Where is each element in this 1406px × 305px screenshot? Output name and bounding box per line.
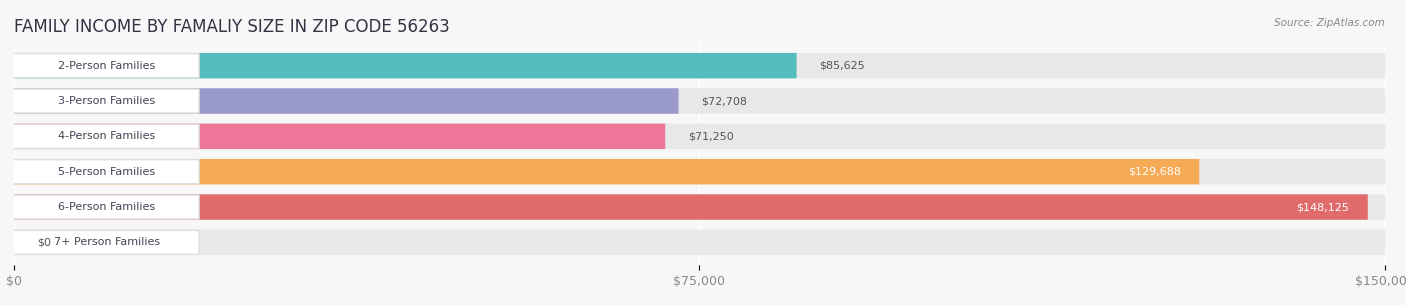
- Text: Source: ZipAtlas.com: Source: ZipAtlas.com: [1274, 18, 1385, 28]
- FancyBboxPatch shape: [14, 159, 1199, 185]
- Text: 3-Person Families: 3-Person Families: [58, 96, 155, 106]
- FancyBboxPatch shape: [14, 124, 665, 149]
- FancyBboxPatch shape: [14, 230, 1385, 255]
- FancyBboxPatch shape: [0, 160, 200, 184]
- FancyBboxPatch shape: [14, 159, 1385, 185]
- FancyBboxPatch shape: [0, 89, 200, 113]
- FancyBboxPatch shape: [14, 88, 1385, 114]
- FancyBboxPatch shape: [14, 194, 1385, 220]
- Text: 5-Person Families: 5-Person Families: [58, 167, 155, 177]
- FancyBboxPatch shape: [14, 53, 797, 78]
- Text: 4-Person Families: 4-Person Families: [58, 131, 155, 141]
- Text: 7+ Person Families: 7+ Person Families: [53, 237, 160, 247]
- Text: $148,125: $148,125: [1296, 202, 1350, 212]
- FancyBboxPatch shape: [0, 124, 200, 148]
- FancyBboxPatch shape: [0, 54, 200, 78]
- Text: $72,708: $72,708: [702, 96, 748, 106]
- Text: 2-Person Families: 2-Person Families: [58, 61, 155, 71]
- Text: 6-Person Families: 6-Person Families: [58, 202, 155, 212]
- Text: $0: $0: [37, 237, 51, 247]
- FancyBboxPatch shape: [0, 195, 200, 219]
- FancyBboxPatch shape: [14, 124, 1385, 149]
- Text: FAMILY INCOME BY FAMALIY SIZE IN ZIP CODE 56263: FAMILY INCOME BY FAMALIY SIZE IN ZIP COD…: [14, 18, 450, 36]
- FancyBboxPatch shape: [14, 88, 679, 114]
- FancyBboxPatch shape: [14, 194, 1368, 220]
- Text: $71,250: $71,250: [688, 131, 734, 141]
- Text: $129,688: $129,688: [1128, 167, 1181, 177]
- FancyBboxPatch shape: [0, 230, 200, 254]
- Text: $85,625: $85,625: [820, 61, 865, 71]
- FancyBboxPatch shape: [14, 53, 1385, 78]
